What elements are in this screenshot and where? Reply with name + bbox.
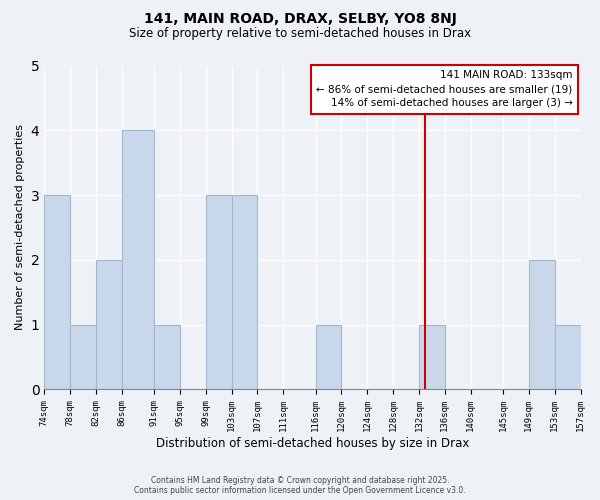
Text: 141 MAIN ROAD: 133sqm
← 86% of semi-detached houses are smaller (19)
14% of semi: 141 MAIN ROAD: 133sqm ← 86% of semi-deta… <box>316 70 572 108</box>
Bar <box>122 130 154 390</box>
X-axis label: Distribution of semi-detached houses by size in Drax: Distribution of semi-detached houses by … <box>156 437 469 450</box>
Bar <box>44 195 70 390</box>
Bar <box>554 324 581 390</box>
Bar <box>232 195 257 390</box>
Bar <box>154 324 180 390</box>
Text: Contains HM Land Registry data © Crown copyright and database right 2025.
Contai: Contains HM Land Registry data © Crown c… <box>134 476 466 495</box>
Bar <box>419 324 445 390</box>
Bar <box>70 324 96 390</box>
Bar <box>529 260 554 390</box>
Y-axis label: Number of semi-detached properties: Number of semi-detached properties <box>15 124 25 330</box>
Text: 141, MAIN ROAD, DRAX, SELBY, YO8 8NJ: 141, MAIN ROAD, DRAX, SELBY, YO8 8NJ <box>143 12 457 26</box>
Bar <box>96 260 122 390</box>
Bar <box>316 324 341 390</box>
Text: Size of property relative to semi-detached houses in Drax: Size of property relative to semi-detach… <box>129 28 471 40</box>
Bar <box>206 195 232 390</box>
